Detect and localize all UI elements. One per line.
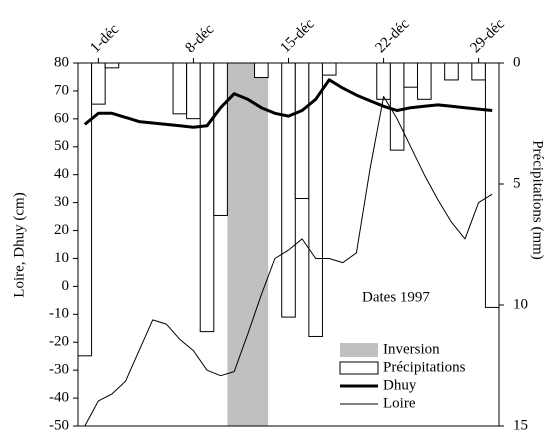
x-tick-label: 8-déc [182, 21, 217, 56]
y2-axis-title: Précipitations (mm) [530, 140, 546, 260]
y-tick-label: -10 [49, 306, 69, 322]
precipitation-bar [471, 62, 486, 81]
y-tick-label: 0 [62, 278, 70, 294]
x-tick-label: 1-déc [87, 21, 122, 56]
legend-label: Loire [383, 395, 416, 411]
line-1 [83, 78, 493, 129]
inversion-band [227, 63, 269, 426]
y-tick-label: 60 [54, 110, 69, 126]
precipitation-bar [444, 62, 459, 81]
x-tick-label: 15-déc [277, 16, 317, 56]
precipitation-bar [321, 62, 337, 76]
y-tick-label: -30 [49, 362, 69, 378]
precipitation-bar [294, 62, 310, 200]
precipitation-bar [389, 62, 405, 151]
legend-swatch [339, 361, 379, 375]
precipitation-bar [281, 62, 296, 318]
y-tick-label: 10 [54, 250, 69, 266]
y-tick-label: 30 [54, 194, 69, 210]
precipitation-bar [484, 62, 500, 308]
y-tick-label: 20 [54, 222, 69, 238]
y-tick-label: -50 [49, 417, 69, 433]
legend-label: Dhuy [383, 377, 417, 393]
precipitation-bar [254, 62, 269, 79]
y-tick-label: -20 [49, 334, 69, 350]
line-2 [84, 96, 493, 427]
precipitation-bar [213, 62, 228, 216]
y2-tick-label: 0 [513, 54, 521, 70]
legend-label: Précipitations [383, 359, 466, 375]
y-tick-label: 70 [54, 82, 69, 98]
precipitation-bar [403, 62, 419, 88]
y-tick-label: 50 [54, 138, 69, 154]
y2-tick-label: 10 [513, 296, 528, 312]
precipitation-bar [417, 62, 432, 100]
y-tick-label: 40 [54, 166, 69, 182]
annotation: Dates 1997 [362, 289, 430, 305]
precipitation-bar [172, 62, 188, 115]
legend-label: Inversion [383, 341, 440, 357]
y-tick-label: -40 [49, 390, 69, 406]
precipitation-bar [104, 62, 120, 69]
precipitation-bar [186, 62, 201, 120]
x-tick-label: 29-déc [468, 16, 508, 56]
y2-tick-label: 15 [513, 417, 528, 433]
precipitation-bar [376, 62, 391, 100]
legend-swatch [340, 343, 378, 357]
precipitation-bar [91, 62, 106, 105]
y2-tick-label: 5 [513, 175, 521, 191]
y-axis-title: Loire, Dhuy (cm) [11, 192, 27, 297]
x-tick-label: 22-déc [373, 16, 413, 56]
y-tick-label: 80 [54, 54, 69, 70]
precipitation-bar [77, 62, 93, 357]
precipitation-bar [199, 62, 215, 333]
